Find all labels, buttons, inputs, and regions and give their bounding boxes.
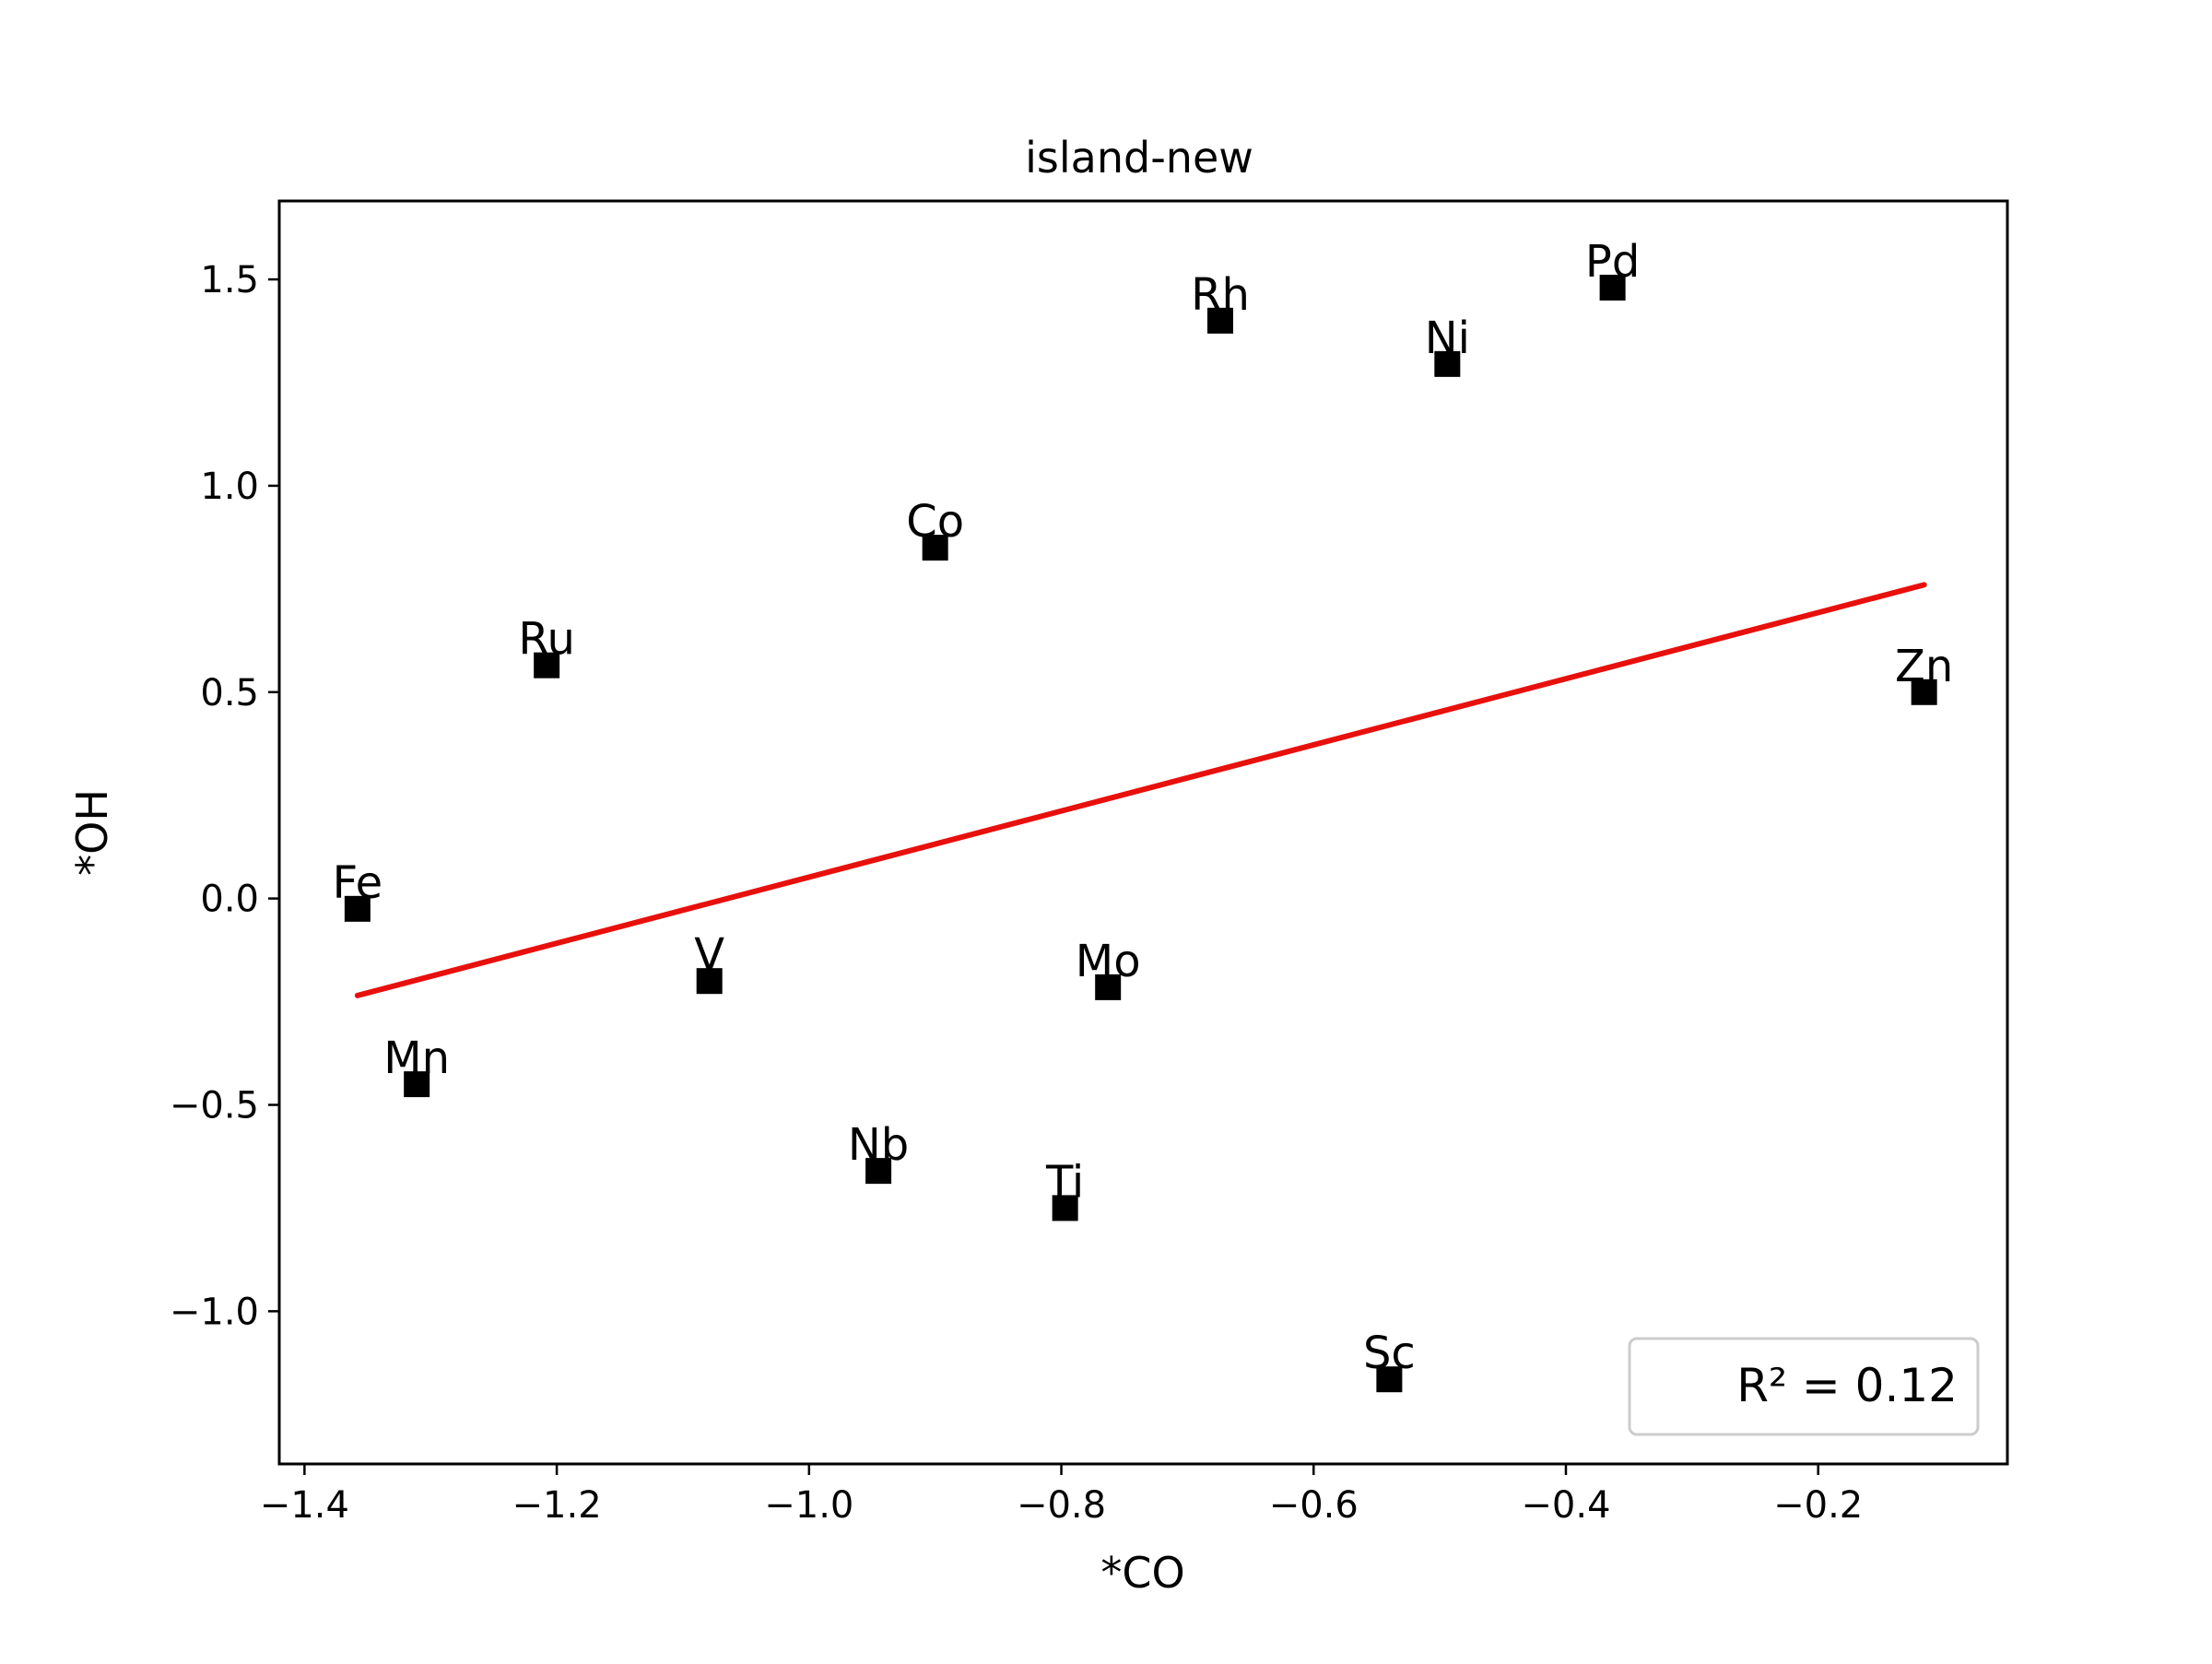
data-point-fe [344,895,371,922]
y-axis-label: *OH [67,789,117,876]
y-tick-label: 1.0 [200,466,259,508]
x-tick-label: −0.2 [1773,1484,1863,1527]
data-point-sc [1376,1366,1403,1393]
ticks-layer: −1.4 −1.2 −1.0 −0.8 −0.6 −0.4 −0.2 −1.0 −0.5 0.0 0… [170,259,1863,1527]
legend-r-squared: R² = 0.12 [1736,1359,1958,1412]
y-tick-label: 0.5 [200,672,259,714]
data-point-mn [404,1071,430,1098]
x-tick-label: −1.0 [764,1484,853,1527]
legend-box [1628,1337,1980,1436]
y-tick-label: 1.5 [200,259,259,301]
points-layer: Fe Mn Ru V Nb Co Ti Mo Rh Sc Ni Pd Zn [333,236,1953,1393]
point-label-ni: Ni [1425,313,1470,364]
legend: R² = 0.12 [1628,1337,1980,1436]
x-tick-label: −1.4 [260,1484,349,1527]
y-tick-label: 0.0 [200,879,259,921]
data-point-co [922,535,948,561]
point-label-v: V [694,929,724,981]
point-label-fe: Fe [333,857,383,909]
point-label-zn: Zn [1895,641,1953,692]
data-point-ni [1434,350,1461,377]
point-label-ru: Ru [518,614,575,666]
x-tick-label: −0.4 [1521,1484,1610,1527]
plot-frame [277,199,2009,1466]
x-tick-label: −0.8 [1017,1484,1106,1527]
point-label-pd: Pd [1585,236,1640,288]
data-point-v [696,968,723,995]
data-point-pd [1599,275,1626,301]
y-tick-label: −1.0 [170,1291,259,1333]
point-label-mn: Mn [383,1033,450,1084]
x-axis-label: *CO [1100,1548,1184,1598]
data-point-ru [534,652,560,679]
point-label-mo: Mo [1076,936,1141,987]
x-tick-label: −1.2 [512,1484,602,1527]
y-tick-label: −0.5 [170,1084,259,1127]
data-point-zn [1911,679,1937,705]
data-point-nb [865,1158,892,1185]
data-point-ti [1052,1195,1078,1221]
fit-line [354,582,1927,998]
point-label-nb: Nb [848,1119,909,1171]
x-tick-label: −0.6 [1269,1484,1359,1527]
data-point-rh [1206,307,1233,334]
point-label-co: Co [906,496,964,548]
point-label-sc: Sc [1363,1328,1416,1379]
fit-line-layer [354,582,1927,998]
point-label-rh: Rh [1191,269,1250,321]
chart-title: island-new [1025,133,1253,183]
point-label-ti: Ti [1045,1156,1084,1208]
data-point-mo [1095,974,1122,1000]
